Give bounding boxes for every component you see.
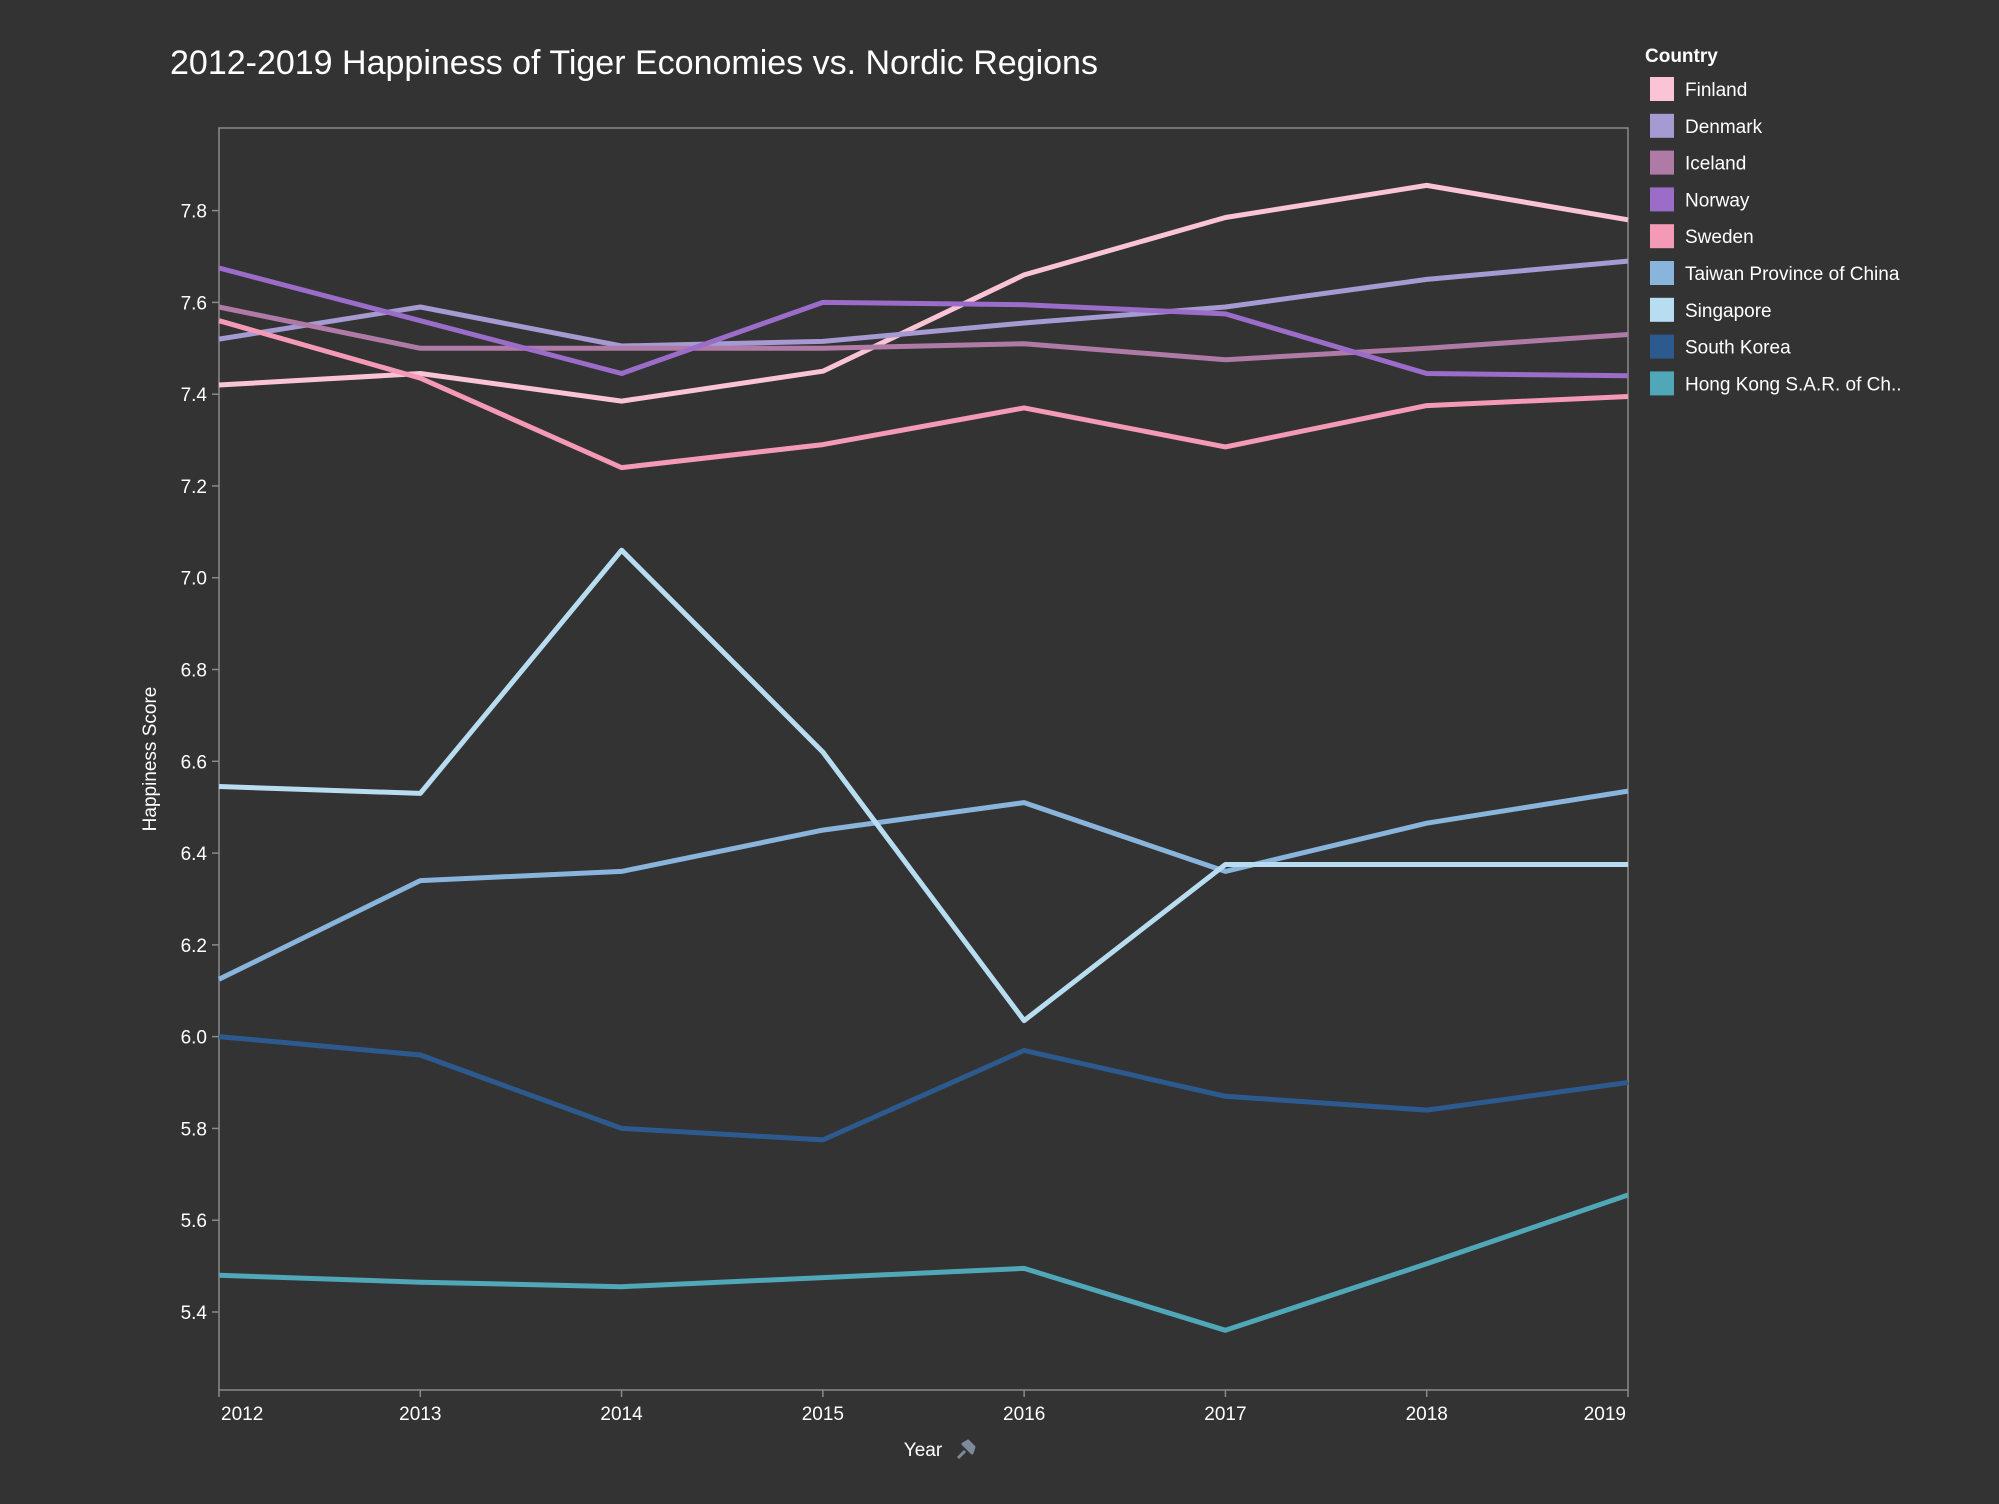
series-line-taiwan-province-of-china[interactable]	[217, 788, 1629, 982]
legend-label: South Korea	[1685, 338, 1791, 359]
legend-swatch	[1650, 297, 1674, 322]
series-line-norway[interactable]	[218, 265, 1629, 379]
x-tick-label: 2016	[1003, 1404, 1045, 1425]
y-axis-title: Happiness Score	[140, 687, 161, 832]
legend-label: Denmark	[1685, 117, 1763, 138]
series-line-sweden[interactable]	[218, 318, 1629, 471]
series-line-finland[interactable]	[218, 182, 1629, 404]
legend-item-taiwan-province-of-china[interactable]: Taiwan Province of China	[1650, 261, 1900, 285]
y-tick-label: 5.4	[181, 1303, 208, 1324]
y-tick-label: 7.4	[181, 385, 208, 406]
legend-swatch	[1650, 113, 1674, 138]
y-tick-label: 5.6	[181, 1211, 207, 1232]
y-tick-label: 5.8	[181, 1119, 207, 1140]
series-line-south-korea[interactable]	[218, 1034, 1629, 1143]
legend-item-denmark[interactable]: Denmark	[1650, 113, 1763, 138]
legend-label: Hong Kong S.A.R. of Ch..	[1685, 374, 1902, 395]
legend-item-singapore[interactable]: Singapore	[1650, 297, 1772, 322]
plot-frame	[218, 127, 1629, 1391]
y-tick-label: 6.4	[181, 844, 208, 865]
legend-swatch	[1650, 224, 1674, 249]
y-tick-label: 7.2	[181, 477, 207, 498]
legend-label: Taiwan Province of China	[1685, 264, 1900, 285]
legend-item-south-korea[interactable]: South Korea	[1650, 334, 1791, 359]
pin-icon[interactable]	[956, 1439, 976, 1460]
y-tick-label: 7.0	[181, 569, 207, 590]
legend-item-norway[interactable]: Norway	[1650, 187, 1750, 212]
y-tick-label: 7.8	[181, 202, 207, 223]
y-tick-label: 6.8	[181, 661, 207, 682]
legend-swatch	[1650, 371, 1674, 396]
y-tick-label: 6.2	[181, 936, 207, 957]
series-line-hong-kong-s-a-r-of-ch[interactable]	[218, 1192, 1629, 1333]
series-line-denmark[interactable]	[218, 258, 1629, 349]
legend-item-iceland[interactable]: Iceland	[1650, 150, 1746, 175]
legend-swatch	[1650, 334, 1674, 359]
x-axis-title: Year	[904, 1440, 943, 1461]
y-tick-label: 7.6	[181, 293, 207, 314]
x-tick-label: 2014	[600, 1404, 643, 1425]
legend-label: Sweden	[1685, 227, 1754, 248]
legend-swatch	[1650, 150, 1674, 175]
x-axis: 2012 2013 2014 2015 2016 2017 2018 2019	[218, 1390, 1629, 1425]
legend-swatch	[1650, 187, 1674, 212]
x-tick-label: 2012	[221, 1404, 263, 1425]
x-tick-label: 2018	[1406, 1404, 1448, 1425]
legend-label: Finland	[1685, 80, 1747, 101]
y-axis: 5.4 5.6 5.8 6.0 6.2 6.4 6.6 6.8 7.0 7.2 7.4 7.6 7.8	[181, 202, 219, 1324]
legend-item-hong-kong-s-a-r-of-ch[interactable]: Hong Kong S.A.R. of Ch..	[1650, 371, 1902, 396]
x-tick-label: 2015	[802, 1404, 844, 1425]
y-tick-label: 6.6	[181, 752, 207, 773]
x-tick-label: 2013	[399, 1404, 441, 1425]
legend-label: Iceland	[1685, 154, 1746, 175]
legend-label: Norway	[1685, 190, 1750, 211]
legend-label: Singapore	[1685, 301, 1772, 322]
x-tick-label: 2019	[1584, 1404, 1626, 1425]
legend-swatch	[1650, 261, 1674, 285]
series-line-iceland[interactable]	[218, 304, 1629, 363]
legend-swatch	[1650, 77, 1674, 101]
legend-title: Country	[1645, 46, 1718, 67]
legend-item-sweden[interactable]: Sweden	[1650, 224, 1754, 249]
chart-title: 2012-2019 Happiness of Tiger Economies v…	[170, 44, 1098, 82]
series-group	[217, 182, 1629, 1333]
x-tick-label: 2017	[1204, 1404, 1246, 1425]
y-tick-label: 6.0	[181, 1028, 207, 1049]
series-line-singapore[interactable]	[218, 547, 1628, 1024]
legend-item-finland[interactable]: Finland	[1650, 77, 1747, 101]
legend: Country Finland Denmark Iceland Norway Swede…	[1645, 46, 1902, 396]
